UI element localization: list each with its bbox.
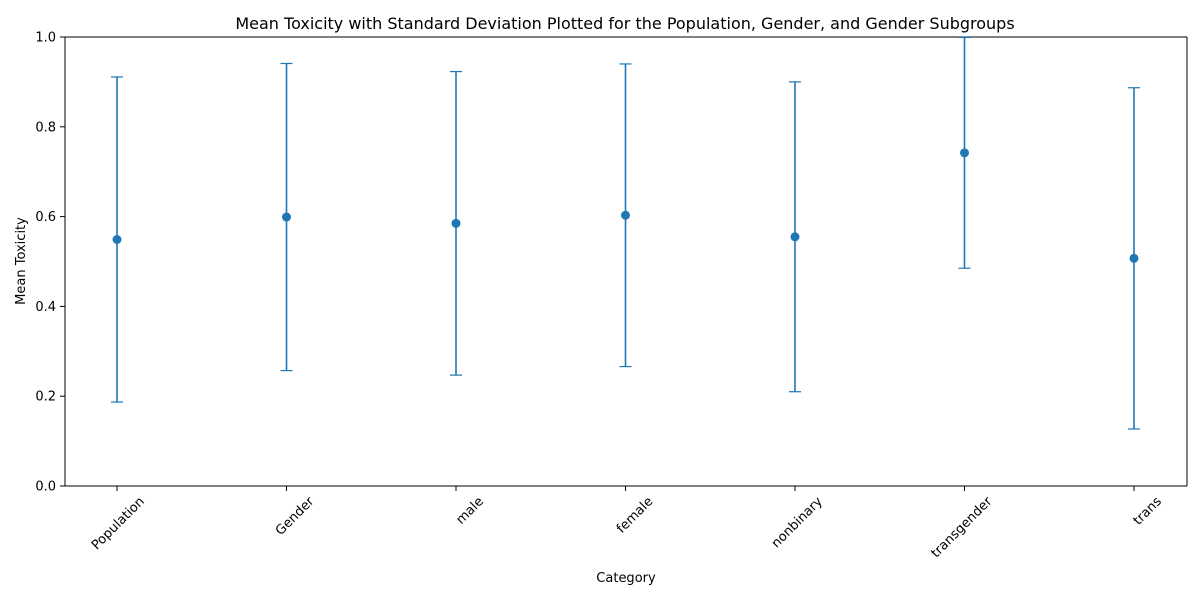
- plot-area: 0.0 0.2 0.4 0.6 0.8 1.0 Population Gender male f…: [35, 31, 1188, 561]
- y-tick-label: 0.2: [35, 390, 56, 405]
- x-tick-label: female: [614, 494, 656, 536]
- y-tick-label: 0.8: [35, 120, 56, 135]
- mean-point: [451, 218, 461, 228]
- y-tick-label: 0.0: [35, 480, 56, 495]
- mean-point: [112, 234, 122, 244]
- x-tick-label: transgender: [928, 494, 995, 561]
- mean-point: [621, 210, 630, 220]
- y-tick-label: 0.6: [35, 210, 56, 225]
- x-axis-label: Category: [596, 571, 656, 586]
- y-ticks: 0.0 0.2 0.4 0.6 0.8 1.0: [35, 31, 65, 495]
- y-tick-label: 0.4: [35, 300, 56, 315]
- chart-title: Mean Toxicity with Standard Deviation Pl…: [235, 14, 1014, 33]
- mean-point: [790, 232, 800, 242]
- data-points: [112, 148, 1139, 263]
- x-tick-label: Population: [89, 494, 148, 553]
- mean-point: [282, 212, 291, 222]
- x-tick-label: trans: [1131, 494, 1165, 528]
- y-tick-label: 1.0: [35, 31, 56, 46]
- x-tick-label: male: [453, 494, 486, 527]
- error-bars: [111, 36, 1140, 430]
- mean-point: [960, 148, 969, 158]
- x-ticks: Population Gender male female nonbinary trans…: [89, 486, 1165, 561]
- x-tick-label: Gender: [273, 494, 318, 539]
- x-tick-label: nonbinary: [769, 494, 826, 551]
- y-axis-label: Mean Toxicity: [14, 217, 29, 305]
- mean-point: [1129, 253, 1139, 263]
